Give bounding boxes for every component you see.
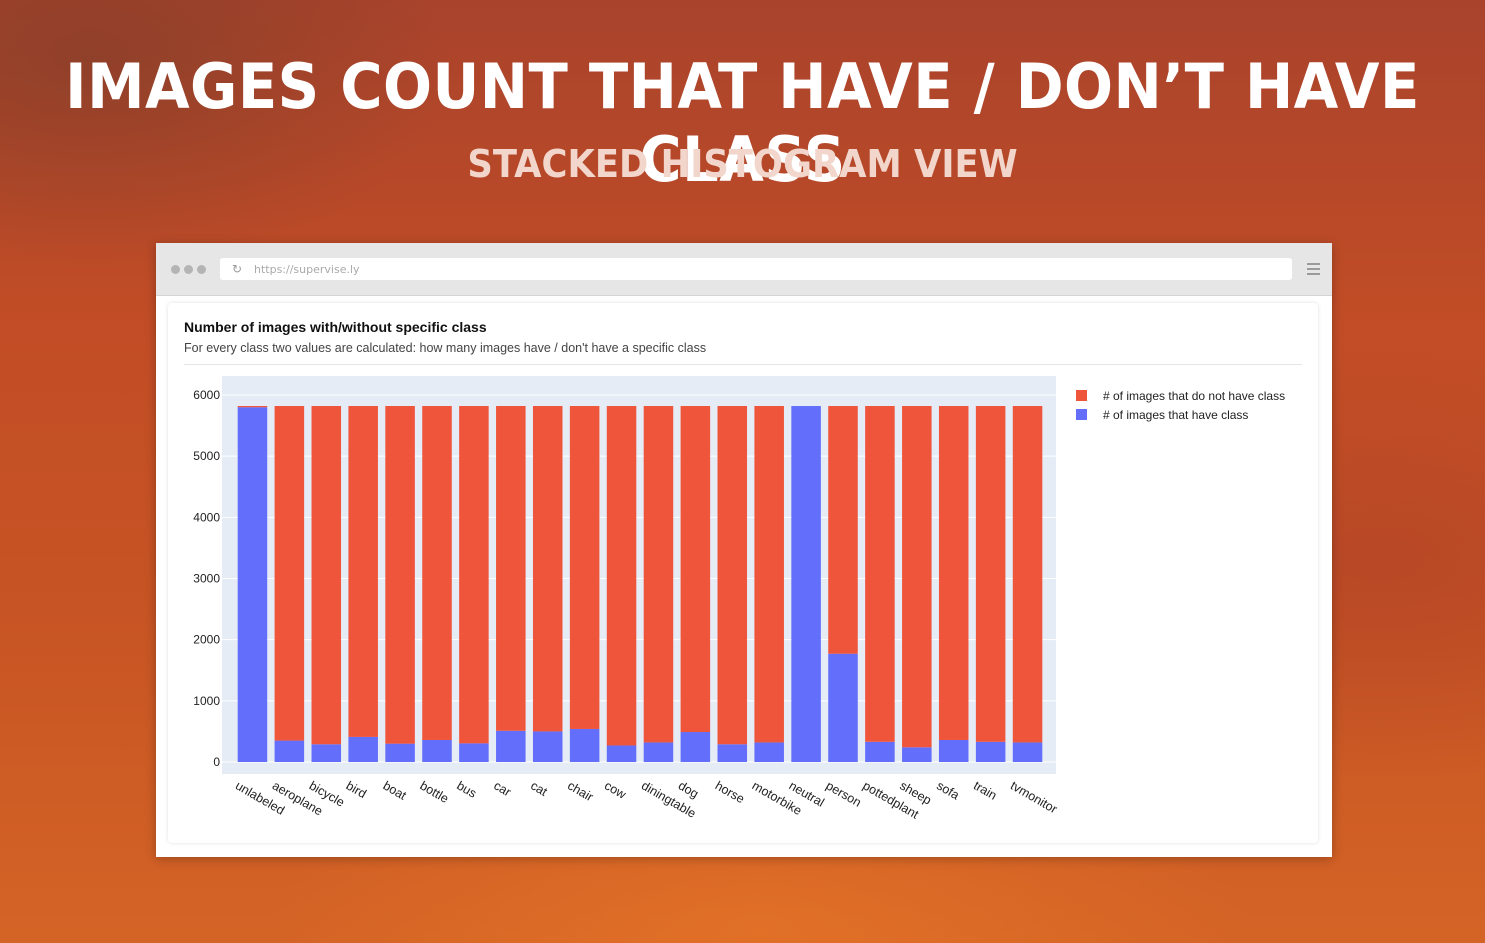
window-dot-close[interactable] xyxy=(171,265,180,274)
address-bar[interactable]: ↻ https://supervise.ly xyxy=(220,258,1292,280)
bar-motorbike-not-have-class xyxy=(754,406,784,743)
bar-bottle-have-class xyxy=(422,739,452,762)
window-dot-minimize[interactable] xyxy=(184,265,193,274)
bar-unlabeled-have-class xyxy=(237,407,268,762)
y-tick-label: 6000 xyxy=(193,388,220,402)
bar-person-have-class xyxy=(828,653,858,762)
bar-bicycle-have-class xyxy=(311,744,342,762)
x-tick-label: sofa xyxy=(934,778,962,802)
bar-dog-have-class xyxy=(680,732,711,762)
bar-car-not-have-class xyxy=(496,406,526,731)
bar-train-not-have-class xyxy=(975,406,1006,742)
browser-window: ↻ https://supervise.ly Number of images … xyxy=(156,243,1332,857)
window-dot-maximize[interactable] xyxy=(197,265,206,274)
bar-aeroplane-not-have-class xyxy=(274,406,305,741)
bar-person-not-have-class xyxy=(828,406,858,654)
reload-icon[interactable]: ↻ xyxy=(232,262,243,276)
bar-horse-have-class xyxy=(717,744,748,762)
legend-swatch xyxy=(1076,390,1087,401)
y-tick-label: 5000 xyxy=(193,449,220,463)
y-tick-label: 3000 xyxy=(193,572,220,586)
x-tick-label: train xyxy=(971,778,999,802)
menu-icon[interactable] xyxy=(1307,263,1320,275)
bar-cat-not-have-class xyxy=(532,406,563,732)
bar-neutral-have-class xyxy=(791,406,821,762)
card-title: Number of images with/without specific c… xyxy=(184,319,487,335)
x-tick-label: cat xyxy=(528,778,550,799)
bar-diningtable-not-have-class xyxy=(643,406,674,743)
bar-bicycle-not-have-class xyxy=(311,406,342,745)
address-url: https://supervise.ly xyxy=(254,263,360,276)
bar-sheep-have-class xyxy=(902,747,932,762)
bar-tvmonitor-not-have-class xyxy=(1012,406,1043,743)
bar-pottedplant-have-class xyxy=(865,741,895,762)
bar-bird-not-have-class xyxy=(348,406,378,737)
bar-bird-have-class xyxy=(348,736,378,762)
browser-toolbar: ↻ https://supervise.ly xyxy=(156,243,1332,296)
card-description: For every class two values are calculate… xyxy=(184,341,707,355)
bar-bus-have-class xyxy=(459,743,489,762)
y-tick-label: 4000 xyxy=(193,510,220,524)
stacked-histogram-chart: 0100020003000400050006000unlabeledaeropl… xyxy=(193,376,1285,822)
bar-pottedplant-not-have-class xyxy=(865,406,895,742)
bar-car-have-class xyxy=(496,730,526,762)
bar-bus-not-have-class xyxy=(459,406,489,744)
bar-bottle-not-have-class xyxy=(422,406,452,740)
bar-tvmonitor-have-class xyxy=(1012,742,1043,762)
bar-boat-have-class xyxy=(385,743,415,762)
bar-diningtable-have-class xyxy=(643,742,674,762)
chart-card: Number of images with/without specific c… xyxy=(168,303,1318,843)
legend-swatch xyxy=(1076,409,1087,420)
x-tick-label: car xyxy=(491,778,513,799)
x-tick-label: bird xyxy=(344,778,369,801)
x-tick-label: cow xyxy=(602,778,629,802)
y-tick-label: 2000 xyxy=(193,633,220,647)
legend-entry: # of images that have class xyxy=(1103,408,1248,422)
y-tick-label: 0 xyxy=(213,755,220,769)
bar-sofa-have-class xyxy=(938,739,969,762)
x-tick-label: horse xyxy=(713,778,747,806)
bar-dog-not-have-class xyxy=(680,406,711,733)
bar-chair-not-have-class xyxy=(569,406,600,729)
bar-horse-not-have-class xyxy=(717,406,748,745)
bar-unlabeled-not-have-class xyxy=(237,406,268,408)
y-tick-label: 1000 xyxy=(193,694,220,708)
bar-train-have-class xyxy=(975,741,1006,762)
x-tick-label: tvmonitor xyxy=(1008,778,1060,816)
bar-motorbike-have-class xyxy=(754,742,784,762)
bar-sheep-not-have-class xyxy=(902,406,932,748)
x-tick-label: person xyxy=(824,778,864,809)
bar-cat-have-class xyxy=(532,731,563,762)
hero-subtitle: STACKED HISTOGRAM VIEW xyxy=(467,142,1018,186)
x-tick-label: bottle xyxy=(418,778,452,805)
hero-title: IMAGES COUNT THAT HAVE / DON’T HAVE CLAS… xyxy=(65,50,1420,196)
card-divider xyxy=(184,364,1302,365)
x-tick-label: boat xyxy=(381,778,410,803)
legend-entry: # of images that do not have class xyxy=(1103,389,1285,403)
bar-sofa-not-have-class xyxy=(938,406,969,740)
bar-chair-have-class xyxy=(569,728,600,762)
bar-aeroplane-have-class xyxy=(274,740,305,762)
x-tick-label: bus xyxy=(454,778,478,800)
x-tick-label: chair xyxy=(565,778,595,804)
bar-cow-not-have-class xyxy=(606,406,637,746)
bar-cow-have-class xyxy=(606,745,637,762)
bar-boat-not-have-class xyxy=(385,406,415,744)
